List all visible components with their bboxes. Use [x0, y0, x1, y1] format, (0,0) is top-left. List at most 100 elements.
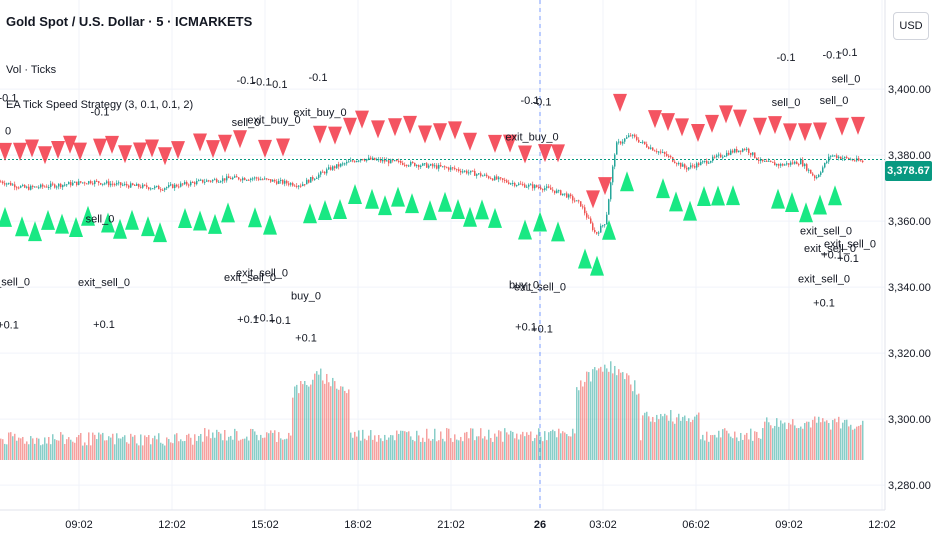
volume-bar: [58, 440, 60, 460]
candle-body: [690, 165, 692, 168]
buy-signal-markers: [0, 171, 842, 276]
candle-body: [146, 185, 148, 188]
candle-body: [118, 182, 120, 184]
volume-bar: [212, 432, 214, 460]
candle-body: [680, 162, 682, 167]
candle-body: [602, 225, 604, 227]
volume-bar: [842, 422, 844, 460]
volume-bar: [658, 419, 660, 460]
candle-body: [198, 180, 200, 182]
volume-bar: [398, 433, 400, 460]
candle-body: [490, 178, 492, 180]
candle-body: [766, 160, 768, 162]
candle-body: [726, 152, 728, 156]
candle-body: [94, 180, 96, 184]
candle-body: [720, 154, 722, 158]
volume-bar: [600, 366, 602, 460]
candle-body: [402, 162, 404, 165]
sell-signal-markers: [0, 93, 865, 209]
candle-body: [592, 223, 594, 230]
candle-body: [708, 162, 710, 164]
volume-bar: [346, 393, 348, 460]
candle-body: [598, 232, 600, 234]
volume-bar: [322, 380, 324, 460]
candle-body: [194, 182, 196, 185]
buy-signal-marker: [463, 206, 477, 227]
candle-body: [276, 181, 278, 184]
candle-body: [222, 178, 224, 182]
candle-body: [36, 186, 38, 188]
trade-annotation-label: exit_sell_0: [824, 238, 876, 250]
sell-signal-marker: [276, 138, 290, 157]
candle-body: [144, 184, 146, 186]
candle-body: [562, 193, 564, 196]
candle-body: [488, 176, 490, 179]
volume-bar: [762, 428, 764, 460]
currency-button[interactable]: USD: [893, 12, 929, 40]
volume-bar: [800, 426, 802, 460]
candle-body: [34, 186, 36, 188]
volume-bar: [836, 422, 838, 460]
sell-signal-marker: [851, 116, 865, 135]
volume-bar: [320, 368, 322, 460]
price-scale[interactable]: 3,400.00 3,380.00 3,360.00 3,340.00 3,320.00…: [888, 84, 931, 492]
trade-annotation-label: -0.1: [237, 75, 256, 87]
volume-bar: [374, 435, 376, 460]
indicator-volume-label[interactable]: Vol · Ticks: [6, 64, 57, 76]
sell-signal-marker: [25, 139, 39, 158]
indicator-strategy-label[interactable]: EA Tick Speed Strategy (3, 0.1, 0.1, 2): [6, 99, 194, 111]
volume-bar: [278, 432, 280, 460]
candle-body: [396, 160, 398, 162]
candle-body: [142, 184, 144, 188]
candle-body: [666, 153, 668, 156]
candle-body: [758, 159, 760, 161]
candle-body: [458, 169, 460, 172]
volume-bar: [226, 440, 228, 460]
volume-bar: [676, 417, 678, 460]
candle-body: [290, 183, 292, 185]
volume-bar: [144, 435, 146, 460]
candle-body: [260, 179, 262, 181]
volume-bar: [224, 430, 226, 460]
candle-body: [460, 171, 462, 173]
sell-signal-marker: [783, 123, 797, 142]
volume-bar: [298, 393, 300, 460]
volume-bar: [68, 437, 70, 460]
candle-body: [814, 175, 816, 179]
time-scale[interactable]: 09:02 12:02 15:02 18:02 21:02 26 03:02 06:02 09:…: [65, 519, 896, 531]
candle-body: [806, 164, 808, 171]
candle-body: [150, 188, 152, 190]
buy-signal-marker: [348, 184, 362, 205]
candle-body: [346, 161, 348, 164]
volume-bar: [626, 373, 628, 460]
candle-body: [622, 141, 624, 144]
volume-bar: [436, 441, 438, 460]
chart-title[interactable]: Gold Spot / U.S. Dollar · 5 · ICMARKETS: [6, 14, 253, 29]
volume-bar: [792, 419, 794, 460]
candle-body: [508, 182, 510, 185]
candle-body: [528, 184, 530, 187]
candle-body: [546, 186, 548, 189]
sell-signal-marker: [488, 134, 502, 153]
volume-bar: [42, 444, 44, 460]
volume-bar: [280, 438, 282, 460]
candle-body: [300, 185, 302, 187]
candle-body: [732, 150, 734, 153]
volume-bar: [396, 430, 398, 460]
sell-signal-marker: [13, 142, 27, 161]
candle-body: [238, 177, 240, 180]
candle-body: [240, 179, 242, 181]
candle-body: [478, 173, 480, 175]
candle-body: [442, 166, 444, 168]
candle-body: [714, 156, 716, 158]
buy-signal-marker: [208, 213, 222, 234]
volume-bar: [402, 430, 404, 460]
volume-bar: [458, 440, 460, 460]
candle-body: [110, 183, 112, 186]
candle-body: [572, 196, 574, 201]
candle-body: [248, 179, 250, 181]
volume-bar: [132, 436, 134, 460]
volume-bar: [6, 444, 8, 460]
volume-bar: [246, 436, 248, 460]
